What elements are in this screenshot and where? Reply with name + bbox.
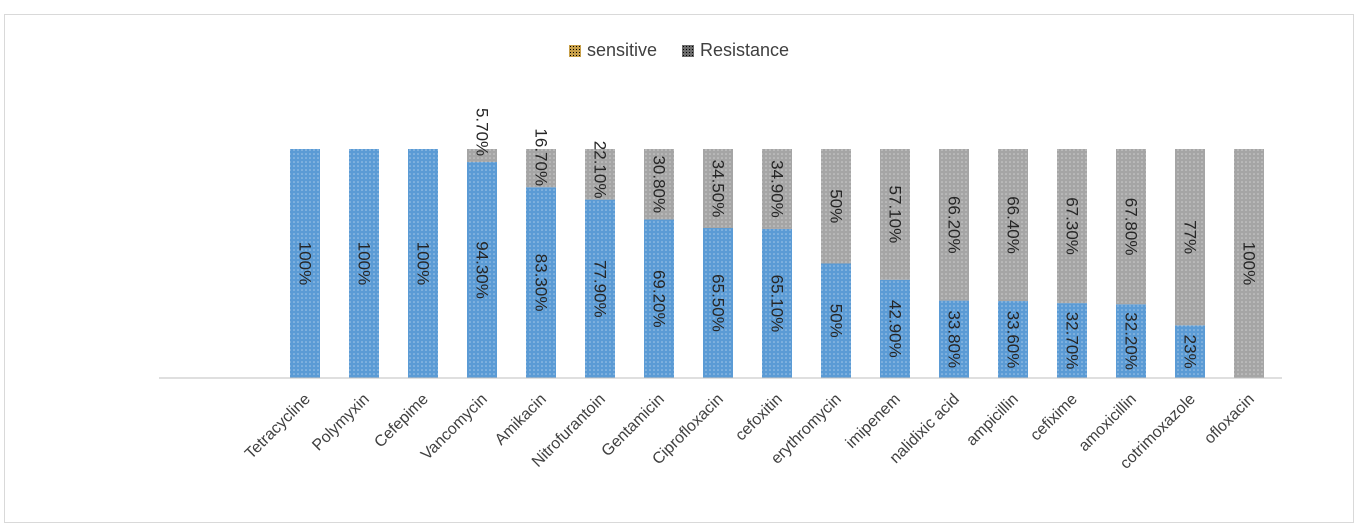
data-label-sensitive-ciprofloxacin: 65.50%: [709, 274, 728, 332]
bar-sensitive-cefixime: [1057, 303, 1087, 378]
bar-resistance-ciprofloxacin: [703, 149, 733, 229]
data-label-resistance-imipenem: 57.10%: [886, 186, 905, 244]
data-label-resistance-amikacin: 16.70%: [532, 128, 551, 186]
bar-sensitive-polymyxin: [349, 149, 379, 378]
bar-resistance-vancomycin: [467, 149, 497, 163]
x-tick-label-ampicillin: ampicillin: [963, 391, 1022, 450]
data-label-resistance-nalidixic-acid: 66.20%: [945, 196, 964, 254]
x-tick-label-polymyxin: Polymyxin: [309, 391, 373, 455]
bar-resistance-cotrimoxazole: [1175, 149, 1205, 326]
data-label-resistance-vancomycin: 5.70%: [473, 108, 492, 156]
data-label-resistance-cefoxitin: 34.90%: [768, 160, 787, 218]
data-label-sensitive-cefoxitin: 65.10%: [768, 275, 787, 333]
bar-resistance-ampicillin: [998, 149, 1028, 302]
bar-sensitive-erythromycin: [821, 263, 851, 378]
data-label-sensitive-ampicillin: 33.60%: [1004, 311, 1023, 369]
bar-sensitive-nitrofurantoin: [585, 199, 615, 378]
data-label-resistance-nitrofurantoin: 22.10%: [591, 141, 610, 199]
legend: sensitive Resistance: [0, 40, 1358, 62]
bar-resistance-erythromycin: [821, 149, 851, 264]
x-tick-label-cefoxitin: cefoxitin: [732, 391, 786, 445]
bars-group: [290, 149, 1264, 378]
legend-swatch-sensitive: [568, 44, 581, 57]
bar-sensitive-cefoxitin: [762, 228, 792, 378]
bar-resistance-gentamicin: [644, 149, 674, 220]
data-label-resistance-ofloxacin: 100%: [1240, 242, 1259, 285]
legend-label-resistance: Resistance: [700, 40, 790, 60]
data-label-sensitive-imipenem: 42.90%: [886, 300, 905, 358]
data-label-resistance-cefixime: 67.30%: [1063, 197, 1082, 255]
bar-sensitive-ampicillin: [998, 301, 1028, 378]
x-tick-label-tetracycline: Tetracycline: [242, 391, 314, 463]
legend-item-resistance: Resistance: [682, 40, 789, 61]
data-label-resistance-amoxicillin: 67.80%: [1122, 198, 1141, 256]
bar-sensitive-ciprofloxacin: [703, 228, 733, 378]
data-label-sensitive-gentamicin: 69.20%: [650, 270, 669, 328]
bar-resistance-imipenem: [880, 149, 910, 280]
legend-label-sensitive: sensitive: [586, 40, 657, 60]
data-label-sensitive-cefepime: 100%: [414, 242, 433, 285]
bar-sensitive-imipenem: [880, 279, 910, 378]
x-tick-label-amoxicillin: amoxicillin: [1076, 391, 1140, 455]
data-label-sensitive-cefixime: 32.70%: [1063, 312, 1082, 370]
bar-resistance-amikacin: [526, 149, 556, 188]
data-label-sensitive-amoxicillin: 32.20%: [1122, 312, 1141, 370]
legend-swatch-resistance: [682, 44, 694, 57]
data-label-sensitive-nitrofurantoin: 77.90%: [591, 260, 610, 318]
bar-sensitive-gentamicin: [644, 219, 674, 378]
bar-sensitive-cotrimoxazole: [1175, 325, 1205, 378]
data-label-resistance-ampicillin: 66.40%: [1004, 196, 1023, 254]
x-tick-label-cefixime: cefixime: [1027, 391, 1081, 445]
bar-resistance-ofloxacin: [1234, 149, 1264, 378]
chart-frame: [4, 14, 1354, 523]
data-labels-group: 100% 100% 100% 94.30% 5.70% 83.30% 16.70% 77.90…: [296, 108, 1259, 370]
data-label-resistance-erythromycin: 50%: [827, 189, 846, 223]
bar-sensitive-cefepime: [408, 149, 438, 378]
bar-sensitive-nalidixic-acid: [939, 300, 969, 378]
data-label-sensitive-erythromycin: 50%: [827, 304, 846, 338]
bar-sensitive-vancomycin: [467, 162, 497, 378]
data-label-resistance-ciprofloxacin: 34.50%: [709, 160, 728, 218]
bar-sensitive-amikacin: [526, 187, 556, 378]
legend-item-sensitive: sensitive: [568, 40, 657, 61]
x-tick-label-imipenem: imipenem: [843, 391, 904, 452]
data-label-sensitive-tetracycline: 100%: [296, 242, 315, 285]
bar-resistance-cefoxitin: [762, 149, 792, 229]
data-label-sensitive-nalidixic-acid: 33.80%: [945, 310, 964, 368]
x-tick-label-amikacin: Amikacin: [492, 391, 550, 449]
data-label-sensitive-polymyxin: 100%: [355, 242, 374, 285]
x-tick-label-cefepime: Cefepime: [371, 391, 432, 452]
data-label-sensitive-vancomycin: 94.30%: [473, 241, 492, 299]
bar-resistance-nalidixic-acid: [939, 149, 969, 301]
data-label-resistance-gentamicin: 30.80%: [650, 155, 669, 213]
data-label-sensitive-amikacin: 83.30%: [532, 254, 551, 312]
bar-sensitive-tetracycline: [290, 149, 320, 378]
x-tick-label-ofloxacin: ofloxacin: [1201, 391, 1258, 448]
data-label-sensitive-cotrimoxazole: 23%: [1181, 335, 1200, 369]
bar-sensitive-amoxicillin: [1116, 304, 1146, 378]
bar-resistance-nitrofurantoin: [585, 149, 615, 200]
bar-resistance-cefixime: [1057, 149, 1087, 304]
bar-resistance-amoxicillin: [1116, 149, 1146, 305]
data-label-resistance-cotrimoxazole: 77%: [1181, 220, 1200, 254]
